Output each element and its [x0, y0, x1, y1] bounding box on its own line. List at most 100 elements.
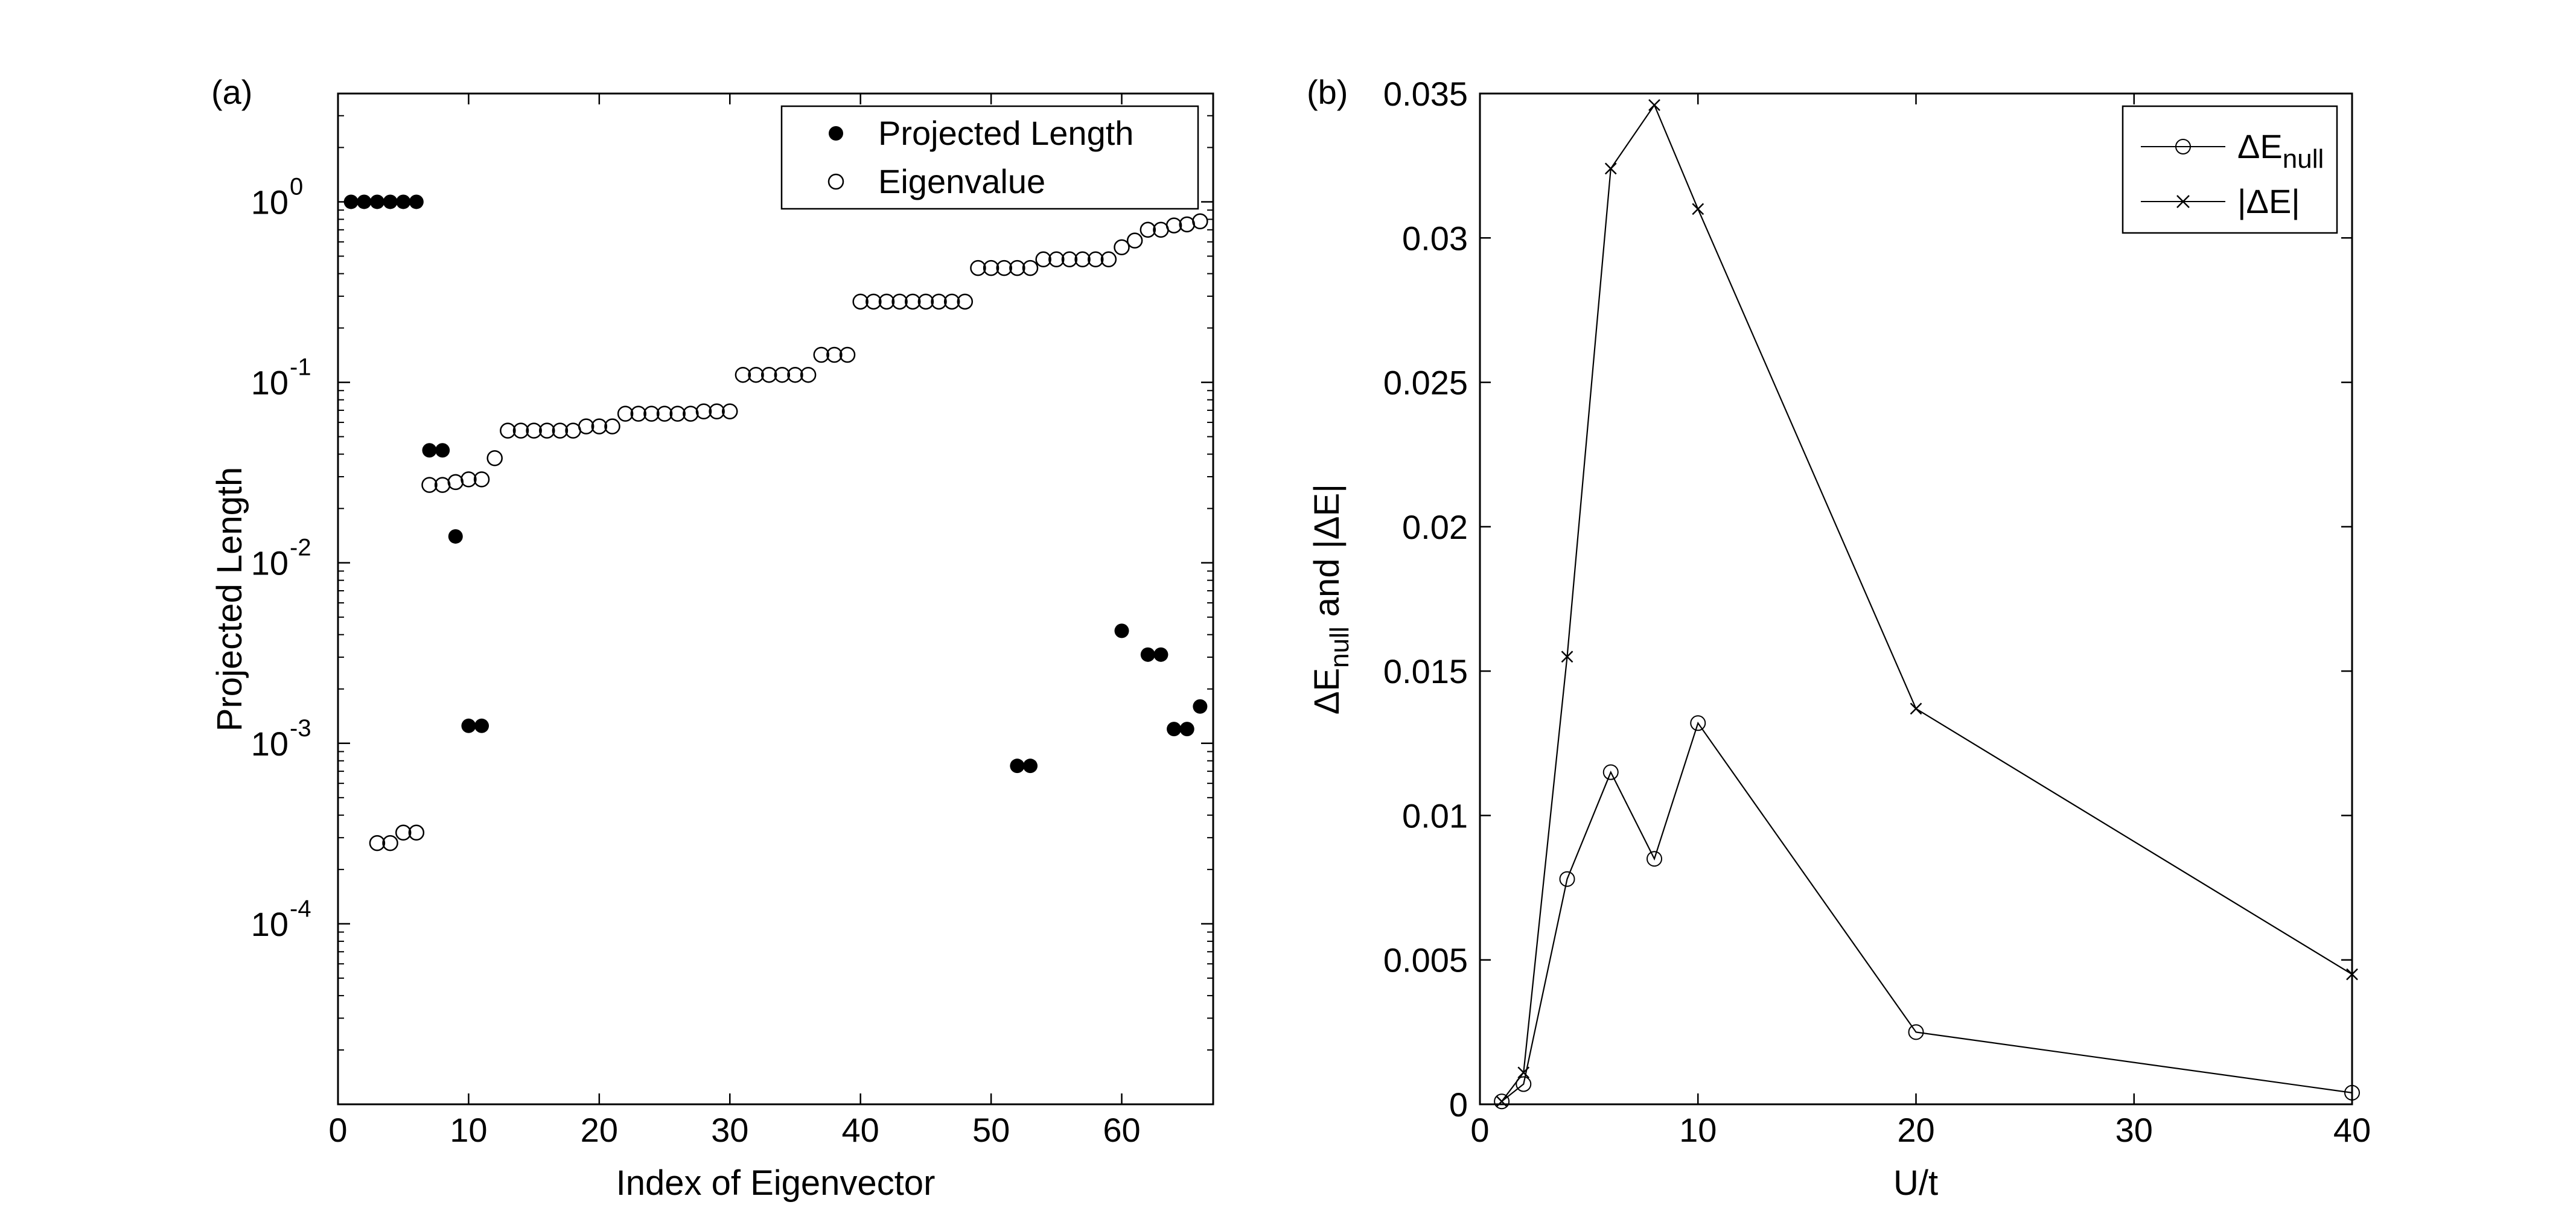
panel-b-y-tick-label: 0.01 — [1402, 797, 1468, 835]
projected-length-point — [1193, 699, 1208, 714]
eigenvalue-point — [578, 418, 595, 434]
projected-length-point — [1179, 722, 1194, 737]
projected-length-point — [383, 194, 398, 209]
eigenvalue-point — [500, 422, 516, 439]
panel-a-y-tick-label: 10 — [251, 544, 289, 582]
eigenvalue-point — [473, 471, 490, 488]
abs-delta-e-point — [1604, 162, 1617, 175]
panel-b-y-tick-label: 0.025 — [1383, 364, 1468, 402]
eigenvalue-point — [774, 366, 791, 383]
eigenvalue-point — [904, 293, 921, 310]
eigenvalue-point — [787, 366, 803, 383]
eigenvalue-point — [408, 824, 425, 841]
abs-delta-e-point — [1517, 1066, 1530, 1079]
legend-delta-e-main: ΔE — [2237, 127, 2283, 165]
panel-a-x-tick-label: 40 — [842, 1111, 879, 1149]
eigenvalue-point — [617, 406, 634, 422]
legend-delta-e-subscript: null — [2283, 144, 2324, 174]
panel-a-label: (a) — [211, 73, 252, 111]
panel-a-y-tick-label: 10 — [251, 725, 289, 763]
delta-e-null-point — [1647, 851, 1662, 867]
eigenvalue-point — [1048, 251, 1065, 268]
eigenvalue-point — [970, 259, 986, 276]
eigenvalue-point — [1165, 217, 1182, 234]
legend-x-marker — [2176, 195, 2190, 208]
panel-b-y-tick-label: 0.015 — [1383, 652, 1468, 690]
projected-length-point — [461, 718, 476, 733]
eigenvalue-point — [434, 477, 451, 493]
eigenvalue-point — [421, 477, 438, 493]
panel-a-legend: Projected Length Eigenvalue — [780, 105, 1199, 210]
eigenvalue-point — [878, 293, 895, 310]
eigenvalue-point — [369, 835, 386, 851]
panel-a-y-tick-base: 10 — [251, 544, 289, 582]
panel-b-x-tick-label: 10 — [1679, 1111, 1717, 1149]
eigenvalue-point — [1087, 251, 1104, 268]
legend-label-projected-length: Projected Length — [878, 114, 1133, 152]
eigenvalue-point — [591, 418, 608, 434]
eigenvalue-point — [839, 346, 856, 363]
panel-b-axes-box — [1479, 92, 2353, 1106]
eigenvalue-point — [760, 366, 777, 383]
eigenvalue-point — [461, 471, 477, 488]
projected-length-point — [435, 443, 450, 458]
panel-a-y-tick-base: 10 — [251, 183, 289, 221]
legend-filled-circle-marker — [829, 126, 843, 141]
eigenvalue-point — [1035, 251, 1051, 268]
panel-a-x-axis-label: Index of Eigenvector — [616, 1163, 936, 1203]
panel-b-legend-box — [2122, 105, 2338, 234]
projected-length-point — [1010, 759, 1025, 774]
delta-e-null-point — [1602, 764, 1619, 780]
legend-label-delta-e-null: ΔEnull — [2237, 127, 2324, 174]
panel-a-y-tick-label: 10 — [251, 905, 289, 943]
delta-e-null-point — [1690, 715, 1706, 731]
projected-length-point — [409, 194, 424, 209]
eigenvalue-point — [931, 293, 947, 310]
eigenvalue-point — [957, 293, 974, 310]
eigenvalue-point — [395, 824, 412, 841]
eigenvalue-point — [1126, 232, 1143, 249]
eigenvalue-point — [1061, 251, 1078, 268]
eigenvalue-point — [826, 346, 843, 363]
eigenvalue-point — [800, 366, 817, 383]
projected-length-point — [1153, 647, 1168, 662]
panel-b-x-tick-label: 30 — [2115, 1111, 2153, 1149]
panel-a-y-tick-exponent: -1 — [290, 354, 311, 381]
panel-a-y-tick-exponent: -3 — [290, 715, 311, 742]
eigenvalue-point — [539, 422, 555, 439]
eigenvalue-point — [722, 403, 738, 420]
eigenvalue-point — [382, 835, 398, 851]
panel-a-x-tick-label: 60 — [1103, 1111, 1140, 1149]
eigenvalue-point — [1140, 221, 1156, 238]
eigenvalue-point — [656, 406, 673, 422]
panel-a-points — [343, 194, 1208, 851]
projected-length-point — [1023, 759, 1038, 774]
y-label-subscript-null: null — [1325, 626, 1354, 668]
panel-a-y-axis-label: Projected Length — [210, 467, 249, 732]
projected-length-point — [1114, 623, 1129, 638]
eigenvalue-point — [1114, 239, 1130, 256]
eigenvalue-point — [526, 422, 542, 439]
eigenvalue-point — [852, 293, 869, 310]
panel-a-y-tick-base: 10 — [251, 725, 289, 763]
panel-b-y-tick-label: 0 — [1449, 1086, 1468, 1124]
abs-delta-e-line — [1501, 103, 2353, 1102]
eigenvalue-point — [1074, 251, 1091, 268]
panel-a-x-tick-label: 0 — [328, 1111, 347, 1149]
panel-a-axes-box — [337, 92, 1214, 1106]
eigenvalue-point — [683, 406, 699, 422]
legend-label-eigenvalue: Eigenvalue — [878, 162, 1045, 200]
panel-b-x-axis-label: U/t — [1893, 1163, 1938, 1203]
panel-b-x-tick-label: 20 — [1897, 1111, 1934, 1149]
panel-b-y-tick-label: 0.02 — [1402, 508, 1468, 546]
eigenvalue-point — [709, 403, 725, 420]
eigenvalue-point — [813, 346, 829, 363]
y-label-delta-e: ΔE — [1307, 668, 1347, 714]
eigenvalue-point — [943, 293, 960, 310]
abs-delta-e-point — [1561, 651, 1573, 663]
panel-a-y-tick-exponent: 0 — [290, 173, 303, 200]
panel-a-y-tick-exponent: -2 — [290, 535, 311, 561]
